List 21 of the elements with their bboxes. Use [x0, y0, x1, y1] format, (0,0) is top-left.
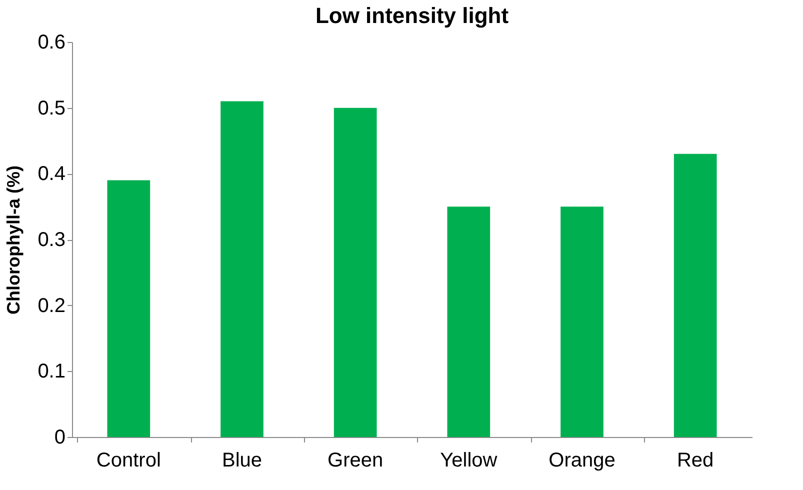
y-tick-label: 0.4: [38, 163, 66, 186]
y-tick-label: 0.5: [38, 97, 66, 120]
y-axis-title: Chlorophyll-a (%): [4, 166, 24, 314]
y-tick-label: 0: [54, 426, 66, 448]
x-tick-label: Blue: [222, 450, 262, 472]
bar: [674, 154, 717, 437]
bar: [107, 180, 150, 437]
y-tick-label: 0.6: [38, 32, 66, 54]
x-tick-label: Orange: [548, 450, 616, 472]
y-tick-label: 0.3: [38, 229, 66, 251]
x-tick-label: Red: [676, 450, 714, 472]
y-tick-label: 0.2: [38, 294, 66, 317]
x-tick-label: Green: [328, 450, 384, 472]
bar: [334, 108, 377, 437]
y-tick-label: 0.1: [38, 360, 66, 383]
bar: [220, 101, 264, 437]
bar: [560, 206, 604, 437]
chart-title: Low intensity light: [315, 3, 510, 28]
x-tick-label: Yellow: [440, 450, 498, 472]
x-tick-label: Control: [96, 450, 161, 472]
bar: [447, 206, 490, 437]
